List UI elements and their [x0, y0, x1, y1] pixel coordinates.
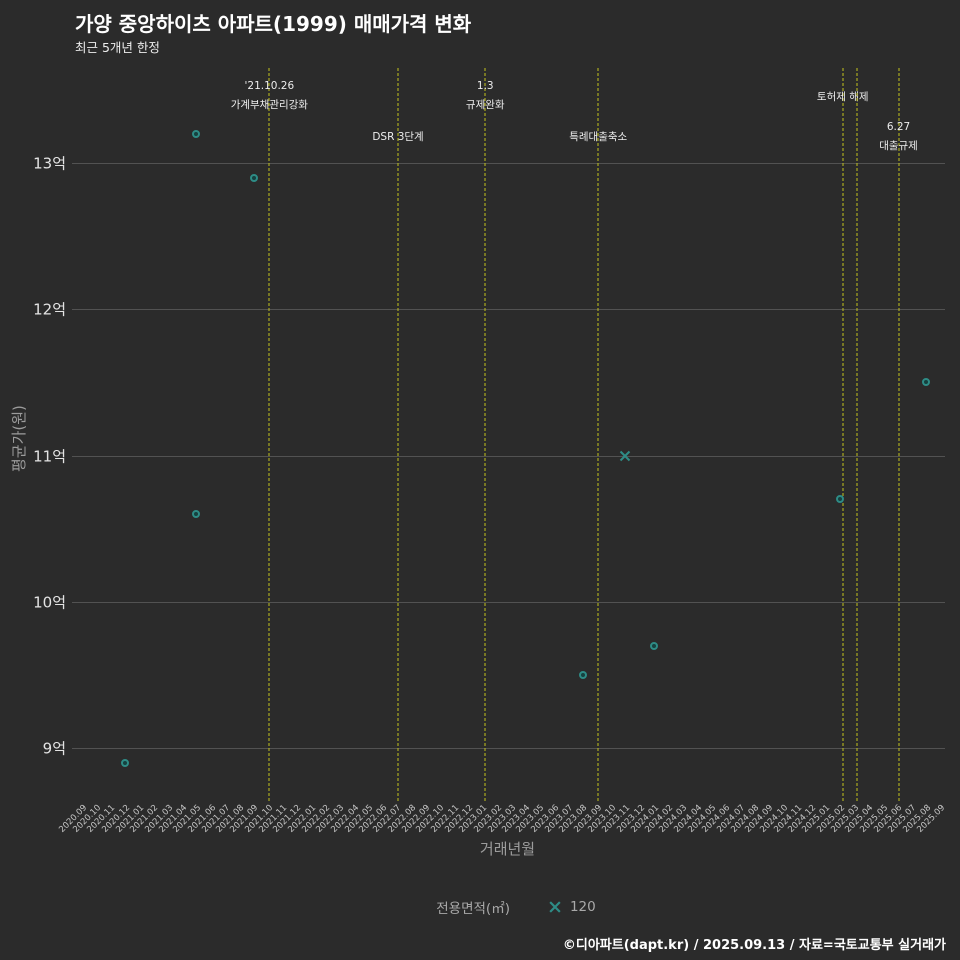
event-label: 특례대출축소 — [569, 131, 628, 143]
y-tick-label: 11억 — [33, 447, 66, 465]
data-point — [249, 173, 258, 182]
event-line — [268, 68, 270, 801]
y-tick-label: 10억 — [33, 593, 66, 612]
event-line — [856, 68, 858, 801]
data-point — [192, 510, 201, 518]
event-label: 토허제 해제 — [816, 91, 869, 103]
legend: 전용면적(㎡) 120 — [36, 897, 960, 917]
legend-title: 전용면적(㎡) — [436, 901, 510, 917]
data-point — [835, 495, 844, 504]
event-line — [898, 68, 900, 801]
y-gridline — [72, 601, 945, 603]
legend-item-label: 120 — [569, 899, 596, 915]
y-tick-label: 12억 — [33, 300, 66, 319]
event-label: 대출규제 — [879, 139, 918, 152]
y-tick-label: 9억 — [42, 739, 66, 758]
event-line — [842, 68, 844, 801]
event-line — [397, 68, 399, 801]
data-point — [192, 129, 201, 138]
y-gridline — [72, 455, 945, 457]
y-gridline — [72, 748, 945, 749]
event-label: 6.27 — [886, 121, 911, 133]
data-point — [120, 758, 129, 767]
data-point — [921, 378, 930, 387]
y-gridline — [72, 309, 945, 311]
data-point-x-marker — [619, 449, 632, 462]
event-line — [484, 68, 486, 801]
chart-subtitle: 최근 5개년 한정 — [75, 40, 160, 55]
event-line — [597, 68, 599, 801]
legend-x-icon — [548, 900, 562, 914]
y-tick-label: 13억 — [33, 154, 66, 173]
footer-credit: ©디아파트(dapt.kr) / 2025.09.13 / 자료=국토교통부 실… — [562, 938, 946, 953]
y-gridline — [72, 163, 945, 164]
event-label: DSR 3단계 — [372, 131, 424, 143]
event-label: 규제완화 — [465, 98, 505, 111]
x-axis-label: 거래년월 — [479, 840, 536, 858]
chart-title: 가양 중앙하이츠 아파트(1999) 매매가격 변화 — [75, 12, 472, 36]
event-label: 1.3 — [476, 80, 494, 92]
event-label: 가계부채관리강화 — [230, 98, 308, 111]
data-point — [578, 670, 587, 679]
data-point — [650, 641, 658, 650]
event-label: '21.10.26 — [244, 80, 295, 92]
